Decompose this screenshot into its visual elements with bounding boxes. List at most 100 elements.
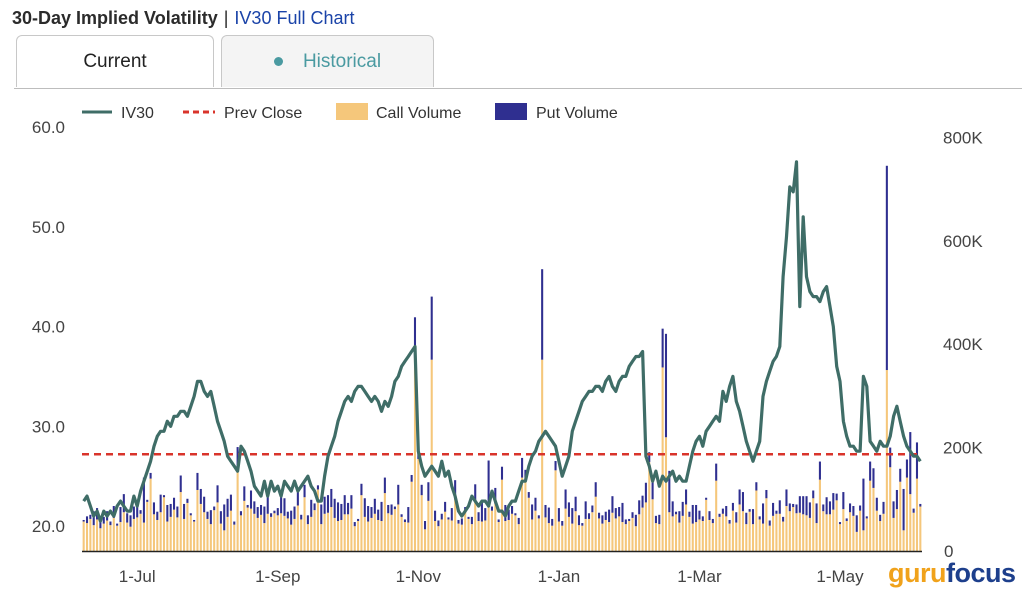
tab-current[interactable]: Current bbox=[16, 35, 214, 87]
left-tick-label: 40.0 bbox=[32, 318, 65, 337]
call-volume-bar bbox=[209, 524, 212, 551]
put-volume-bar bbox=[149, 472, 152, 479]
put-volume-bar bbox=[815, 503, 818, 524]
legend-swatch-call-volume[interactable] bbox=[336, 103, 368, 120]
call-volume-bar bbox=[671, 516, 674, 551]
put-volume-bar bbox=[263, 506, 266, 524]
put-volume-bar bbox=[761, 503, 765, 524]
put-volume-bar bbox=[116, 523, 119, 526]
call-volume-bar bbox=[193, 521, 196, 551]
call-volume-bar bbox=[765, 498, 768, 551]
call-volume-bar bbox=[470, 524, 473, 551]
put-volume-bar bbox=[701, 516, 704, 522]
put-volume-bar bbox=[902, 488, 905, 531]
call-volume-bar bbox=[129, 526, 132, 551]
call-volume-bar bbox=[705, 499, 708, 551]
put-volume-bar bbox=[343, 495, 346, 515]
call-volume-bar bbox=[246, 507, 249, 551]
call-volume-bar bbox=[664, 437, 668, 551]
right-tick-label: 800K bbox=[943, 128, 983, 147]
call-volume-bar bbox=[316, 489, 319, 551]
call-volume-bar bbox=[557, 521, 560, 551]
call-volume-bar bbox=[768, 525, 771, 551]
x-tick-label: 1-Jan bbox=[538, 567, 581, 586]
call-volume-bar bbox=[587, 518, 591, 551]
volume-bars bbox=[82, 165, 922, 551]
call-volume-bar bbox=[467, 518, 470, 551]
put-volume-bar bbox=[353, 522, 356, 527]
tab-divider bbox=[14, 88, 1022, 89]
legend-label-put-volume[interactable]: Put Volume bbox=[536, 105, 618, 122]
call-volume-bar bbox=[203, 512, 206, 551]
put-volume-bar bbox=[514, 513, 517, 516]
legend-label-call-volume[interactable]: Call Volume bbox=[376, 105, 461, 122]
put-volume-bar bbox=[869, 461, 872, 481]
call-volume-bar bbox=[464, 512, 467, 551]
put-volume-bar bbox=[226, 498, 229, 517]
call-volume-bar bbox=[293, 518, 296, 551]
put-volume-bar bbox=[828, 501, 832, 515]
put-volume-bar bbox=[336, 502, 340, 522]
call-volume-bar bbox=[564, 508, 567, 551]
iv30-full-chart-link[interactable]: IV30 Full Chart bbox=[234, 8, 355, 28]
legend-label-iv30[interactable]: IV30 bbox=[121, 105, 154, 122]
tab-historical[interactable]: Historical bbox=[221, 35, 434, 87]
call-volume-bar bbox=[862, 530, 865, 551]
call-volume-bar bbox=[427, 500, 430, 551]
put-volume-bar bbox=[246, 504, 249, 508]
call-volume-bar bbox=[249, 508, 253, 551]
put-volume-bar bbox=[708, 511, 711, 520]
title-separator: | bbox=[223, 8, 229, 28]
put-volume-bar bbox=[778, 500, 781, 514]
put-volume-bar bbox=[253, 501, 256, 514]
call-volume-bar bbox=[330, 507, 333, 551]
put-volume-bar bbox=[323, 496, 326, 514]
call-volume-bar bbox=[828, 514, 832, 551]
put-volume-bar bbox=[875, 497, 878, 511]
put-volume-bar bbox=[249, 490, 253, 509]
put-volume-bar bbox=[718, 513, 721, 517]
put-volume-bar bbox=[845, 518, 848, 522]
put-volume-bar bbox=[410, 474, 413, 482]
call-volume-bar bbox=[701, 521, 704, 551]
put-volume-bar bbox=[377, 509, 380, 520]
put-volume-bar bbox=[199, 488, 202, 504]
put-volume-bar bbox=[423, 521, 427, 530]
call-volume-bar bbox=[373, 513, 376, 551]
put-volume-bar bbox=[728, 519, 731, 524]
legend-swatch-put-volume[interactable] bbox=[495, 103, 527, 120]
put-volume-bar bbox=[758, 516, 761, 520]
call-volume-bar bbox=[122, 512, 125, 551]
put-volume-bar bbox=[340, 503, 343, 520]
call-volume-bar bbox=[895, 509, 898, 551]
put-volume-bar bbox=[658, 514, 661, 525]
put-volume-bar bbox=[203, 496, 206, 513]
call-volume-bar bbox=[681, 515, 684, 551]
call-volume-bar bbox=[176, 517, 179, 551]
put-volume-bar bbox=[748, 509, 751, 512]
call-volume-bar bbox=[490, 510, 493, 551]
right-y-axis: 0 200K 400K 600K 800K bbox=[943, 128, 983, 561]
put-volume-bar bbox=[300, 514, 303, 520]
left-tick-label: 20.0 bbox=[32, 517, 65, 536]
call-volume-bar bbox=[273, 513, 276, 551]
put-volume-bar bbox=[119, 507, 122, 523]
put-volume-bar bbox=[822, 504, 825, 512]
x-axis: 1-Jul 1-Sep 1-Nov 1-Jan 1-Mar 1-May bbox=[82, 550, 922, 586]
put-volume-bar bbox=[146, 499, 149, 502]
put-volume-bar bbox=[899, 468, 902, 482]
put-volume-bar bbox=[812, 490, 815, 499]
x-tick-label: 1-Mar bbox=[677, 567, 722, 586]
left-tick-label: 60.0 bbox=[32, 118, 65, 137]
call-volume-bar bbox=[186, 502, 189, 551]
call-volume-bar bbox=[300, 519, 303, 551]
call-volume-bar bbox=[303, 497, 306, 551]
call-volume-bar bbox=[196, 489, 199, 551]
call-volume-bar bbox=[634, 526, 637, 551]
put-volume-bar bbox=[544, 504, 547, 518]
call-volume-bar bbox=[815, 523, 818, 551]
call-volume-bar bbox=[808, 517, 811, 551]
put-volume-bar bbox=[885, 165, 888, 371]
legend-label-prev-close[interactable]: Prev Close bbox=[224, 105, 302, 122]
call-volume-bar bbox=[838, 524, 842, 551]
